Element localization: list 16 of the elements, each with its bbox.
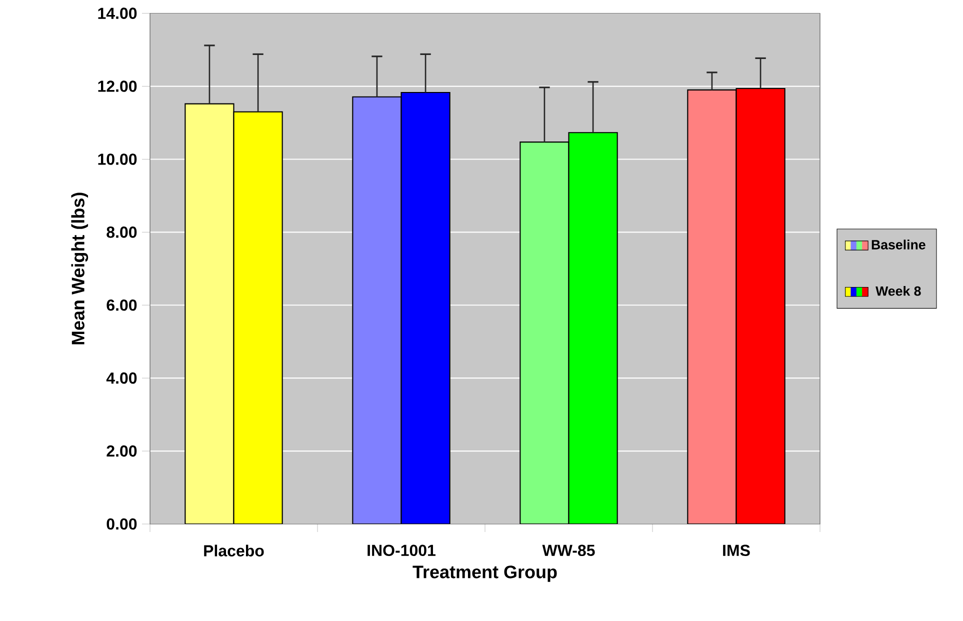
x-tick-label: INO-1001: [368, 544, 436, 556]
y-tick-label: 6.00: [106, 299, 137, 311]
y-axis-title: Mean Weight (lbs): [71, 192, 88, 344]
x-tick-label: Placebo: [204, 544, 264, 556]
y-tick-label: 14.00: [98, 8, 137, 19]
y-tick-label: 12.00: [98, 80, 137, 92]
x-tick-label: WW-85: [542, 544, 595, 556]
y-tick-label: 10.00: [98, 154, 137, 165]
legend-label: Week 8: [876, 286, 921, 296]
x-axis-title: Treatment Group: [412, 566, 557, 582]
y-tick-label: 4.00: [106, 372, 137, 384]
legend-label: Baseline: [872, 240, 926, 250]
y-tick-label: 2.00: [106, 445, 137, 457]
y-tick-label: 0.00: [106, 518, 137, 530]
y-tick-label: 8.00: [106, 226, 137, 238]
x-tick-label: IMS: [723, 544, 750, 556]
